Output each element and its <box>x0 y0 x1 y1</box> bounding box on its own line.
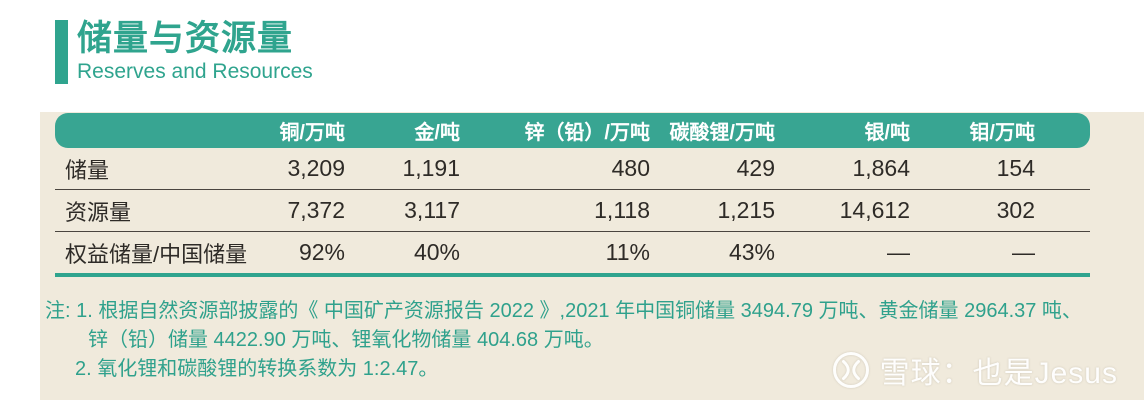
page-subtitle: Reserves and Resources <box>77 59 313 83</box>
column-header: 钼/万吨 <box>910 113 1090 148</box>
table-cell: 429 <box>650 148 775 190</box>
column-header: 锌（铅）/万吨 <box>460 113 650 148</box>
page-title: 储量与资源量 <box>77 19 294 58</box>
row-label: 权益储量/中国储量 <box>55 232 255 277</box>
table-cell: 1,864 <box>775 148 910 190</box>
notes: 注: 1. 根据自然资源部披露的《 中国矿产资源报告 2022 》,2021 年… <box>45 297 1125 384</box>
table-row: 资源量 7,372 3,117 1,118 1,215 14,612 302 <box>55 190 1090 232</box>
table-cell: 1,215 <box>650 190 775 232</box>
table-header-row: 铜/万吨 金/吨 锌（铅）/万吨 碳酸锂/万吨 银/吨 钼/万吨 <box>55 113 1090 148</box>
table-body: 储量 3,209 1,191 480 429 1,864 154 资源量 7,372 3,117 1… <box>55 148 1090 277</box>
table-cell: 7,372 <box>255 190 345 232</box>
table-row: 储量 3,209 1,191 480 429 1,864 154 <box>55 148 1090 190</box>
column-header: 铜/万吨 <box>255 113 345 148</box>
title-block: 储量与资源量 Reserves and Resources <box>55 19 313 84</box>
title-accent-bar <box>55 20 68 84</box>
table-cell: — <box>775 232 910 277</box>
table-cell: 154 <box>910 148 1090 190</box>
row-label: 储量 <box>55 148 255 190</box>
row-label: 资源量 <box>55 190 255 232</box>
reserves-table: 铜/万吨 金/吨 锌（铅）/万吨 碳酸锂/万吨 银/吨 钼/万吨 储量 3,209 1,191… <box>55 113 1090 277</box>
note-line: 锌（铅）储量 4422.90 万吨、锂氧化物储量 404.68 万吨。 <box>88 329 604 351</box>
table-row: 权益储量/中国储量 92% 40% 11% 43% — — <box>55 232 1090 277</box>
table-cell: 11% <box>460 232 650 277</box>
column-header: 碳酸锂/万吨 <box>650 113 775 148</box>
table-cell: 3,117 <box>345 190 460 232</box>
table-cell: 92% <box>255 232 345 277</box>
table-cell: 14,612 <box>775 190 910 232</box>
table-cell: 1,191 <box>345 148 460 190</box>
column-header: 金/吨 <box>345 113 460 148</box>
table-cell: 302 <box>910 190 1090 232</box>
content-panel <box>40 112 1144 400</box>
table-cell: 1,118 <box>460 190 650 232</box>
table-cell: 3,209 <box>255 148 345 190</box>
column-header-empty <box>55 113 255 148</box>
title-texts: 储量与资源量 Reserves and Resources <box>77 19 313 84</box>
table-cell: — <box>910 232 1090 277</box>
note-line: 注: 1. 根据自然资源部披露的《 中国矿产资源报告 2022 》,2021 年… <box>45 300 1082 322</box>
table-cell: 480 <box>460 148 650 190</box>
note-line: 2. 氧化锂和碳酸锂的转换系数为 1:2.47。 <box>75 358 439 380</box>
table-cell: 43% <box>650 232 775 277</box>
column-header: 银/吨 <box>775 113 910 148</box>
table-cell: 40% <box>345 232 460 277</box>
